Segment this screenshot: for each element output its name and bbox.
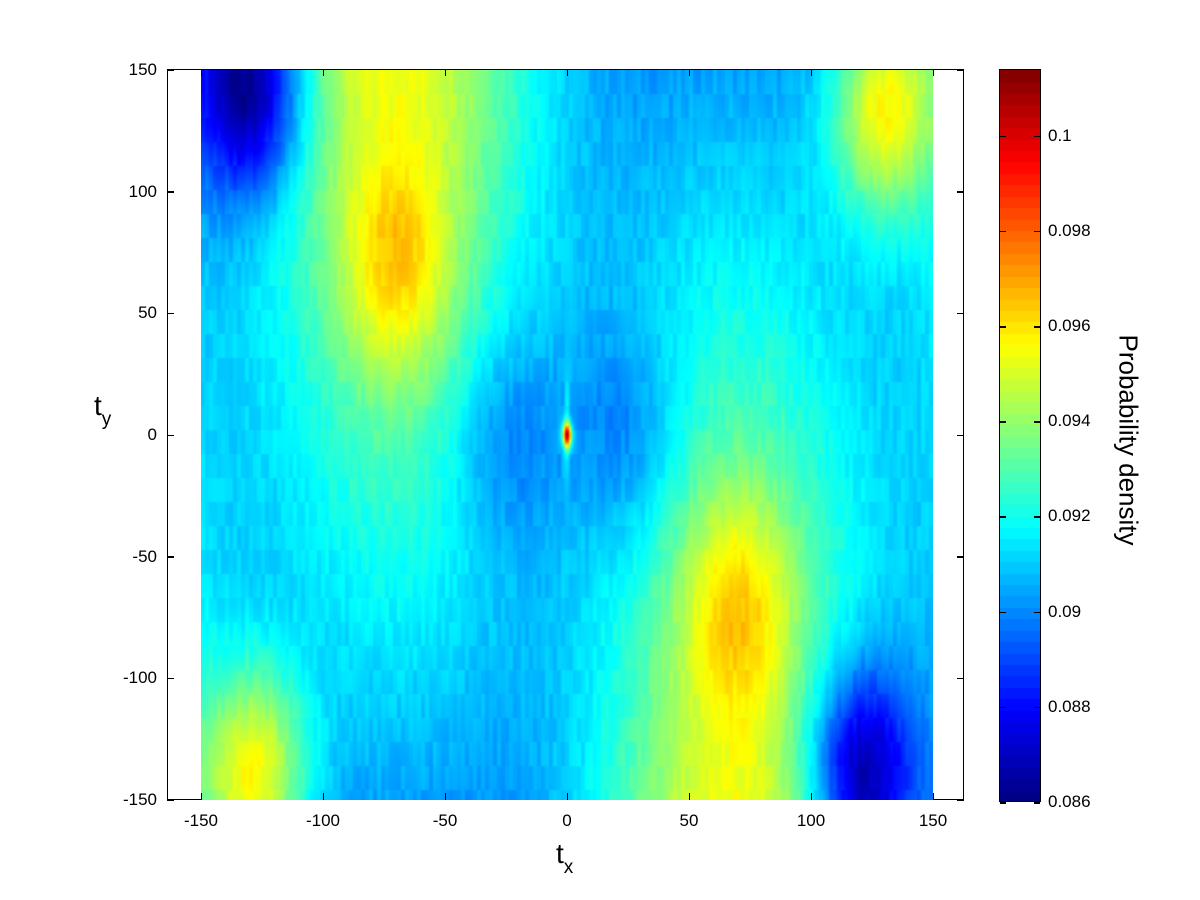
colorbar-tick-label: 0.092 (1048, 506, 1091, 526)
x-tick-label: -100 (305, 811, 341, 830)
y-tick-mark (957, 799, 964, 801)
colorbar-tick-label: 0.094 (1048, 411, 1091, 431)
x-tick-mark (810, 69, 812, 76)
colorbar-tick-mark (1034, 135, 1040, 138)
y-tick-label: 150 (128, 60, 157, 79)
x-tick-mark (200, 69, 202, 76)
x-tick-label: 100 (796, 811, 826, 830)
colorbar-tick-mark (1034, 230, 1040, 233)
y-tick-label: -150 (122, 790, 157, 809)
x-tick-mark (688, 793, 690, 800)
colorbar-tick-mark (1000, 611, 1006, 614)
colorbar (999, 69, 1041, 802)
colorbar-tick-mark (1000, 326, 1006, 328)
colorbar-tick-label: 0.096 (1048, 316, 1091, 336)
colorbar-tick-label: 0.086 (1048, 792, 1091, 811)
colorbar-tick-mark (1000, 135, 1006, 138)
colorbar-tick-mark (1000, 802, 1006, 804)
colorbar-tick-mark (1034, 802, 1040, 804)
y-tick-mark (167, 677, 174, 680)
x-tick-mark (566, 69, 568, 76)
x-tick-mark (566, 793, 568, 800)
x-tick-mark (444, 793, 446, 800)
y-tick-label: 0 (147, 425, 157, 444)
y-tick-mark (957, 191, 964, 193)
heatmap-image (201, 70, 933, 800)
y-tick-label: 50 (138, 303, 157, 323)
colorbar-tick-mark (1034, 706, 1040, 709)
y-tick-mark (957, 556, 964, 558)
colorbar-tick-mark (1000, 516, 1006, 518)
y-tick-label: -100 (122, 668, 157, 688)
x-tick-label: 150 (918, 811, 948, 830)
colorbar-tick-mark (1034, 421, 1040, 423)
x-tick-mark (322, 69, 324, 76)
colorbar-tick-mark (1034, 516, 1040, 518)
colorbar-tick-mark (1034, 326, 1040, 328)
x-tick-label: -150 (183, 811, 219, 830)
x-tick-mark (200, 793, 202, 800)
y-tick-mark (167, 434, 174, 436)
y-tick-mark (167, 191, 174, 193)
x-tick-label: 0 (562, 811, 572, 830)
x-tick-mark (322, 793, 324, 800)
y-tick-mark (957, 69, 964, 71)
y-tick-label: -50 (132, 546, 157, 566)
y-tick-mark (167, 69, 174, 71)
colorbar-tick-mark (1000, 421, 1006, 423)
colorbar-tick-label: 0.09 (1048, 601, 1082, 621)
y-tick-mark (957, 677, 964, 680)
x-tick-label: -50 (432, 811, 458, 830)
y-tick-mark (167, 556, 174, 558)
x-tick-mark (932, 793, 934, 800)
x-tick-mark (810, 793, 812, 800)
x-tick-mark (932, 69, 934, 76)
x-axis-title: tx (556, 838, 574, 879)
y-axis-title: ty (94, 390, 112, 431)
colorbar-label: Probability density (1113, 334, 1144, 546)
x-tick-label: 50 (679, 811, 699, 830)
x-tick-mark (444, 69, 446, 76)
y-tick-mark (167, 799, 174, 801)
colorbar-tick-label: 0.1 (1048, 125, 1072, 145)
colorbar-tick-label: 0.088 (1048, 696, 1091, 716)
x-tick-mark (688, 69, 690, 76)
colorbar-tick-mark (1034, 611, 1040, 614)
colorbar-tick-mark (1000, 706, 1006, 709)
y-tick-label: 100 (128, 181, 157, 201)
y-tick-mark (957, 434, 964, 436)
y-tick-mark (167, 312, 174, 315)
colorbar-tick-label: 0.098 (1048, 220, 1091, 240)
colorbar-tick-mark (1000, 230, 1006, 233)
y-tick-mark (957, 312, 964, 315)
